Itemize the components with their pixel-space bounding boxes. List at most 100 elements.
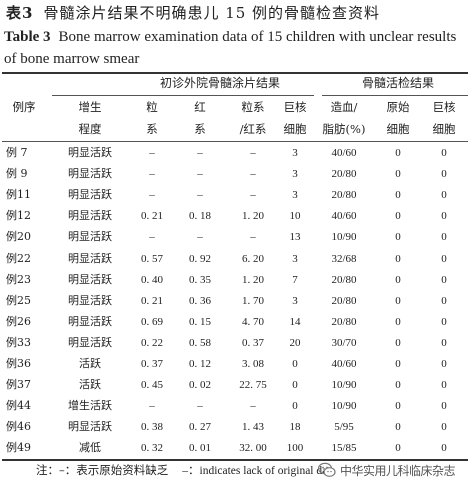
cell-proliferation: 明显活跃 xyxy=(68,314,112,328)
cell-primitive: 0 xyxy=(395,379,401,392)
cell-ratio: – xyxy=(250,189,256,202)
cell-proliferation: 明显活跃 xyxy=(68,230,112,244)
header-prim-2: 细胞 xyxy=(386,122,410,136)
cell-proliferation: 增生活跃 xyxy=(68,399,112,413)
cell-hematopoiesis-fat: 40/60 xyxy=(331,210,357,223)
cell-giant: 0 xyxy=(441,273,447,286)
cell-case: 例 9 xyxy=(6,167,28,181)
header-hema-1: 造血/ xyxy=(330,100,358,114)
table-title-en: Table 3 Bone marrow examination data of 1… xyxy=(4,26,466,70)
cell-primitive: 0 xyxy=(395,315,401,328)
cell-case: 例44 xyxy=(6,399,31,413)
header-ratio-2: /红系 xyxy=(239,122,267,136)
cell-erythroid: 0. 02 xyxy=(189,379,211,392)
cell-ratio: – xyxy=(250,168,256,181)
cell-megakaryocyte: 3 xyxy=(292,252,298,265)
cell-hematopoiesis-fat: 5/95 xyxy=(334,421,354,434)
cell-giant: 0 xyxy=(441,147,447,159)
cell-granulocyte: 0. 32 xyxy=(141,442,163,455)
cell-ratio: 32. 00 xyxy=(239,442,267,455)
watermark: 中华实用儿科临床杂志 xyxy=(318,458,466,482)
header-rule xyxy=(2,141,468,142)
cell-erythroid: 0. 18 xyxy=(189,210,211,223)
cell-megakaryocyte: 7 xyxy=(292,273,298,286)
cell-giant: 0 xyxy=(441,168,447,181)
cell-erythroid: 0. 15 xyxy=(189,315,211,328)
cell-hematopoiesis-fat: 10/90 xyxy=(331,231,357,244)
header-gran-1: 粒 xyxy=(146,100,158,114)
cell-proliferation: 明显活跃 xyxy=(68,335,112,349)
table-label-cn: 表3 xyxy=(6,4,34,22)
cell-ratio: – xyxy=(250,400,256,413)
cell-primitive: 0 xyxy=(395,358,401,370)
table-label-en: Table 3 xyxy=(4,29,51,45)
cell-hematopoiesis-fat: 40/60 xyxy=(331,358,357,370)
cell-granulocyte: 0. 38 xyxy=(141,421,163,434)
cell-hematopoiesis-fat: 10/90 xyxy=(331,379,357,392)
bottom-rule xyxy=(2,459,468,461)
cell-giant: 0 xyxy=(441,421,447,434)
cell-granulocyte: 0. 21 xyxy=(141,294,163,307)
cell-erythroid: – xyxy=(197,189,203,202)
cell-erythroid: 0. 92 xyxy=(189,252,211,265)
cell-erythroid: – xyxy=(197,231,203,244)
cell-ratio: 1. 20 xyxy=(242,210,264,223)
cell-hematopoiesis-fat: 20/80 xyxy=(331,168,357,181)
cell-granulocyte: 0. 45 xyxy=(141,379,163,392)
cell-giant: 0 xyxy=(441,231,447,244)
cell-granulocyte: 0. 21 xyxy=(141,210,163,223)
cell-case: 例22 xyxy=(6,251,31,265)
cell-primitive: 0 xyxy=(395,294,401,307)
header-prolif-1: 增生 xyxy=(78,100,102,114)
cell-granulocyte: – xyxy=(149,400,155,413)
cell-case: 例12 xyxy=(6,209,31,223)
header-red-1: 红 xyxy=(194,100,206,114)
cell-erythroid: 0. 35 xyxy=(189,273,211,286)
cell-erythroid: 0. 12 xyxy=(189,358,211,370)
cell-primitive: 0 xyxy=(395,442,401,455)
cell-case: 例20 xyxy=(6,230,31,244)
cell-megakaryocyte: 14 xyxy=(289,315,301,328)
table-caption-en: Bone marrow examination data of 15 child… xyxy=(4,29,457,67)
cell-granulocyte: 0. 37 xyxy=(141,358,163,370)
cell-case: 例25 xyxy=(6,293,31,307)
cell-case: 例26 xyxy=(6,314,31,328)
cell-case: 例33 xyxy=(6,335,31,349)
header-ratio-1: 粒系 xyxy=(241,100,265,114)
header-mega-2: 细胞 xyxy=(283,122,307,136)
cell-erythroid: – xyxy=(197,400,203,413)
cell-erythroid: – xyxy=(197,147,203,159)
header-case: 例序 xyxy=(12,100,36,114)
cell-megakaryocyte: 3 xyxy=(292,294,298,307)
table-caption-cn: 骨髓涂片结果不明确患儿 15 例的骨髓检查资料 xyxy=(43,4,381,22)
cell-megakaryocyte: 10 xyxy=(289,210,301,223)
cell-giant: 0 xyxy=(441,315,447,328)
cell-hematopoiesis-fat: 15/85 xyxy=(331,442,357,455)
header-giant-2: 细胞 xyxy=(432,122,456,136)
cell-ratio: 6. 20 xyxy=(242,252,264,265)
cell-proliferation: 明显活跃 xyxy=(68,209,112,223)
cell-granulocyte: 0. 22 xyxy=(141,336,163,349)
cell-megakaryocyte: 18 xyxy=(289,421,301,434)
cell-proliferation: 明显活跃 xyxy=(68,272,112,286)
cell-megakaryocyte: 0 xyxy=(292,358,298,370)
cell-primitive: 0 xyxy=(395,400,401,413)
cell-megakaryocyte: 0 xyxy=(292,400,298,413)
cell-granulocyte: 0. 57 xyxy=(141,252,163,265)
cell-primitive: 0 xyxy=(395,231,401,244)
cell-giant: 0 xyxy=(441,210,447,223)
cell-case: 例46 xyxy=(6,420,31,434)
cell-hematopoiesis-fat: 20/80 xyxy=(331,294,357,307)
cell-primitive: 0 xyxy=(395,421,401,434)
top-rule xyxy=(2,72,468,74)
cell-granulocyte: 0. 40 xyxy=(141,273,163,286)
footnote: 注：–：表示原始资料缺乏 –：indicates lack of original… xyxy=(36,462,336,478)
cell-primitive: 0 xyxy=(395,273,401,286)
header-red-2: 系 xyxy=(194,122,206,136)
cell-megakaryocyte: 0 xyxy=(292,379,298,392)
header-mega-1: 巨核 xyxy=(283,100,307,114)
cell-giant: 0 xyxy=(441,252,447,265)
cell-giant: 0 xyxy=(441,400,447,413)
cell-hematopoiesis-fat: 20/80 xyxy=(331,189,357,202)
cell-ratio: – xyxy=(250,231,256,244)
